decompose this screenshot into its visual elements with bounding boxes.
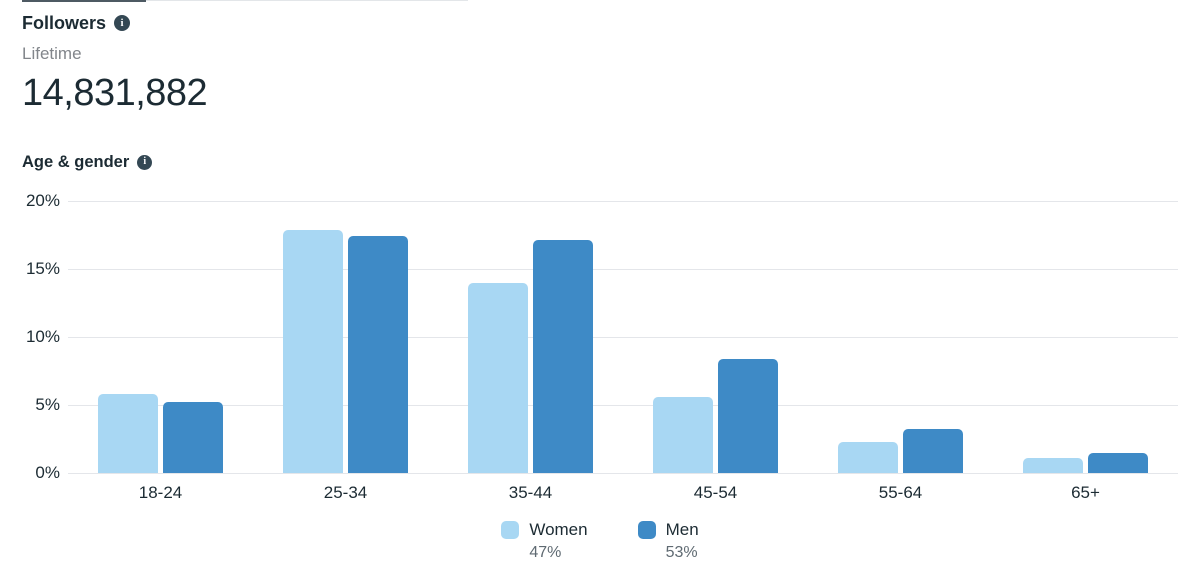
gridline — [68, 472, 1178, 474]
gridline — [68, 404, 1178, 406]
followers-period-label: Lifetime — [22, 44, 82, 63]
bar-men-55-64[interactable] — [903, 429, 963, 473]
legend-series-name: Men — [665, 520, 699, 539]
bar-women-35-44[interactable] — [468, 282, 528, 473]
tab-strip-border — [146, 0, 468, 1]
followers-count: 14,831,882 — [22, 72, 208, 114]
y-tick-label: 0% — [35, 463, 60, 482]
legend-series-share: 47% — [529, 544, 562, 561]
x-axis-label-65+: 65+ — [1071, 483, 1100, 502]
legend-series-share: 53% — [665, 544, 698, 561]
bar-men-35-44[interactable] — [533, 240, 593, 473]
x-axis-label-45-54: 45-54 — [693, 483, 738, 502]
x-axis-label-35-44: 35-44 — [508, 483, 553, 502]
legend-swatch-women — [501, 521, 520, 539]
bar-group-25-34 — [253, 201, 438, 473]
bar-women-25-34[interactable] — [283, 229, 343, 473]
info-icon[interactable]: i — [137, 154, 153, 170]
legend-swatch-men — [637, 521, 656, 539]
gridline — [68, 268, 1178, 270]
legend-text: Women 47% — [529, 520, 587, 562]
bar-women-55-64[interactable] — [838, 441, 898, 473]
age-gender-title: Age & gender — [22, 153, 130, 171]
x-axis: 18-24 25-34 35-44 45-54 55-64 65+ — [68, 483, 1178, 503]
legend-series-name: Women — [529, 520, 588, 539]
bar-women-18-24[interactable] — [98, 394, 158, 473]
bar-men-65+[interactable] — [1088, 452, 1148, 473]
y-tick-label: 15% — [25, 259, 60, 278]
bar-women-45-54[interactable] — [653, 396, 713, 473]
x-axis-label-18-24: 18-24 — [138, 483, 183, 502]
bar-group-18-24 — [68, 201, 253, 473]
legend-item-men: Men 53% — [637, 520, 699, 562]
age-gender-heading: Age & gender i — [22, 152, 1200, 172]
bar-men-25-34[interactable] — [348, 236, 408, 473]
age-gender-chart: 20% 15% 10% 5% 0% — [22, 191, 1178, 482]
x-axis-label-25-34: 25-34 — [323, 483, 368, 502]
gridline — [68, 336, 1178, 338]
y-axis: 20% 15% 10% 5% 0% — [22, 191, 60, 482]
y-tick-label: 20% — [25, 191, 60, 210]
plot-area — [68, 200, 1178, 474]
y-tick-label: 10% — [25, 327, 60, 346]
gridline — [68, 200, 1178, 202]
info-icon[interactable]: i — [114, 15, 131, 31]
bar-men-18-24[interactable] — [163, 402, 223, 473]
y-tick-label: 5% — [35, 395, 60, 414]
legend-item-women: Women 47% — [501, 520, 588, 562]
bar-group-35-44 — [438, 201, 623, 473]
bar-men-45-54[interactable] — [718, 358, 778, 473]
chart-legend: Women 47% Men 53% — [0, 520, 1200, 562]
bar-women-65+[interactable] — [1023, 458, 1083, 473]
bar-group-55-64 — [808, 201, 993, 473]
followers-card: Followers i Lifetime 14,831,882 — [0, 0, 1200, 115]
legend-text: Men 53% — [666, 520, 699, 562]
bar-group-65+ — [993, 201, 1178, 473]
x-axis-label-55-64: 55-64 — [878, 483, 923, 502]
followers-title: Followers — [22, 13, 107, 33]
bar-group-45-54 — [623, 201, 808, 473]
active-tab-underline — [22, 0, 146, 2]
bar-groups — [68, 201, 1178, 473]
